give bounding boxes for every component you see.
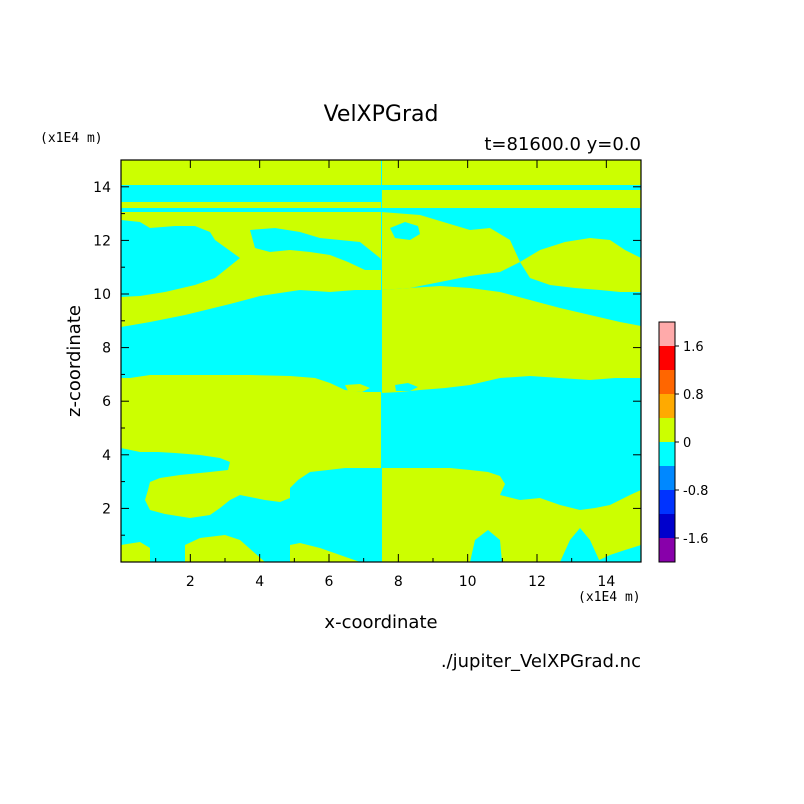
colorbar-tick-label: -0.8: [683, 484, 708, 499]
region-right-bottom-notch-2: [470, 530, 502, 562]
region-left-bottom-fleck: [121, 542, 150, 562]
x-tick-label: 14: [597, 574, 615, 590]
x-tick-label: 8: [394, 574, 403, 590]
colorbar-swatch: [659, 394, 675, 418]
region-left-middle: [121, 290, 382, 392]
colorbar-swatch: [659, 418, 675, 442]
colorbar-swatch: [659, 322, 675, 346]
x-axis-ticks: 2 4 6 8 10 12 14: [155, 160, 615, 590]
band-right-mid: [381, 190, 641, 208]
y-tick-label: 6: [102, 394, 111, 410]
y-axis-ticks: 2 4 6 8 10 12 14: [93, 180, 641, 536]
plot-frame: [120, 159, 642, 563]
y-tick-label: 12: [93, 233, 111, 249]
fleck-center-2: [390, 222, 420, 240]
colorbar-swatch: [659, 490, 675, 514]
contour-field: [121, 160, 641, 562]
region-right-middle: [381, 286, 641, 393]
source-file-label: ./jupiter_VelXPGrad.nc: [441, 651, 641, 672]
region-left-upper: [121, 220, 240, 297]
colorbar-tick-label: 1.6: [683, 340, 704, 355]
x-tick-label: 12: [528, 574, 546, 590]
y-tick-label: 8: [102, 341, 111, 357]
colorbar-tick-label: -1.6: [683, 532, 708, 547]
x-tick-label: 10: [459, 574, 477, 590]
y-tick-label: 14: [93, 180, 111, 196]
colorbar-swatch: [659, 442, 675, 466]
colorbar-swatch: [659, 370, 675, 394]
fleck-center-3: [345, 384, 370, 392]
colorbar-swatch: [659, 346, 675, 370]
colorbar: [658, 321, 676, 563]
fleck-center-1: [340, 222, 372, 240]
chart-subtitle: t=81600.0 y=0.0: [484, 134, 641, 155]
x-tick-label: 2: [186, 574, 195, 590]
y-tick-label: 10: [93, 287, 111, 303]
colorbar-tick-label: 0: [683, 436, 691, 451]
region-right-bottom-notch: [560, 528, 600, 562]
x-unit-label: (x1E4 m): [578, 590, 641, 605]
y-tick-label: 2: [102, 501, 111, 517]
colorbar-swatch: [659, 514, 675, 538]
chart-title: VelXPGrad: [324, 102, 439, 127]
region-left-upper-right: [250, 228, 382, 270]
colorbar-tick-label: 0.8: [683, 388, 704, 403]
x-axis-label: x-coordinate: [324, 612, 437, 633]
region-left-lower: [121, 448, 382, 562]
x-tick-label: 4: [255, 574, 264, 590]
band-right-top: [381, 160, 641, 185]
y-axis-label: z-coordinate: [64, 305, 85, 417]
region-right-upper-right: [520, 238, 641, 292]
colorbar-swatch: [659, 538, 675, 562]
colorbar-labels: 1.6 0.8 0 -0.8 -1.6: [675, 340, 708, 547]
band-left-thin: [121, 208, 382, 212]
band-left-top: [121, 185, 382, 202]
y-unit-label: (x1E4 m): [40, 131, 103, 146]
colorbar-swatch: [659, 466, 675, 490]
x-tick-label: 6: [325, 574, 334, 590]
y-tick-label: 4: [102, 448, 111, 464]
fleck-center-4: [395, 383, 418, 391]
